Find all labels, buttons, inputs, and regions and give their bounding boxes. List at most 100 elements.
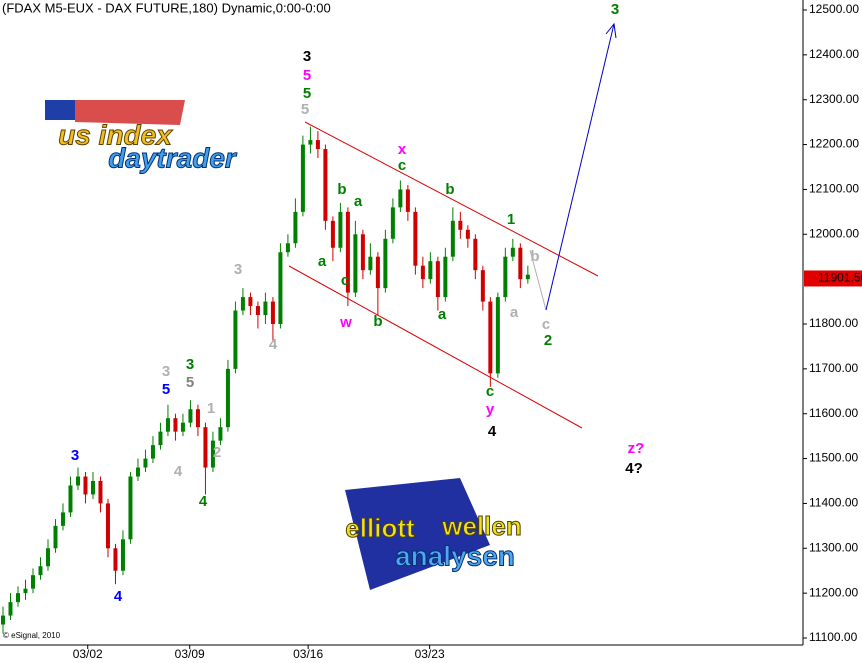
eu-flag: [345, 478, 490, 590]
candle-body: [165, 418, 170, 432]
x-tick-label: 03/23: [415, 647, 445, 661]
y-tick-label: 12200.00: [809, 137, 859, 151]
candle-body: [443, 256, 448, 298]
wave-label: a: [318, 253, 327, 270]
wave-label: 4: [199, 493, 208, 510]
candle-body: [428, 261, 433, 280]
candle-body: [278, 252, 283, 324]
channel-line: [288, 265, 583, 429]
candle-body: [38, 566, 43, 576]
candle-body: [270, 301, 275, 324]
y-tick-label: 12000.00: [809, 226, 859, 240]
y-tick-label: 11200.00: [809, 585, 858, 599]
candle-body: [330, 220, 335, 248]
candle-body: [420, 265, 425, 280]
candle-body: [23, 588, 28, 594]
candle-body: [518, 247, 523, 280]
wave-label: c: [341, 272, 349, 289]
candle-body: [308, 140, 313, 145]
candle-body: [473, 238, 478, 271]
candle-body: [195, 409, 200, 428]
candle-body: [398, 189, 403, 208]
wave-label: 4: [488, 423, 497, 440]
candle-body: [465, 229, 470, 239]
candle-body: [323, 149, 328, 221]
wave-label: 2: [544, 332, 552, 349]
candle-body: [300, 144, 305, 212]
wave-label: 1: [507, 211, 515, 228]
last-price-label: 11901.50: [818, 271, 862, 285]
wave-label: c: [398, 157, 406, 174]
projection-arrow: [545, 23, 615, 311]
candle-body: [45, 548, 50, 567]
logo-text: elliott: [345, 513, 415, 543]
x-tick-label: 03/09: [175, 647, 205, 661]
candle-body: [173, 418, 178, 432]
wave-label: 4: [269, 336, 278, 353]
candle-body: [135, 467, 140, 477]
y-tick-label: 12500.00: [809, 2, 859, 16]
wave-label: y: [486, 401, 495, 418]
wave-label: 2: [213, 444, 221, 461]
candle-body: [480, 270, 485, 302]
candle-body: [90, 481, 95, 495]
candle-body: [1, 615, 5, 625]
wave-label: 5: [303, 85, 311, 102]
wave-label: 5: [303, 67, 311, 84]
logo-text: us index: [58, 119, 173, 150]
candle-body: [285, 243, 290, 253]
candle-body: [225, 368, 230, 428]
wave-label: 5: [186, 374, 194, 391]
copyright: © eSignal, 2010: [3, 631, 61, 640]
wave-label: 5: [162, 381, 170, 398]
wave-label: b: [445, 181, 454, 198]
candle-body: [203, 427, 208, 468]
candle-body: [458, 220, 463, 230]
wave-label: 3: [303, 48, 311, 65]
candle-body: [68, 485, 73, 513]
candle-body: [360, 234, 365, 271]
arrow-head: [605, 22, 617, 39]
candle-body: [315, 140, 320, 150]
y-tick-label: 11600.00: [809, 406, 858, 420]
chart-title: (FDAX M5-EUX - DAX FUTURE,180) Dynamic,0…: [2, 0, 331, 15]
candle-body: [248, 297, 253, 307]
y-tick-label: 11500.00: [809, 451, 858, 465]
candle-body: [510, 247, 515, 257]
logo-text: analysen: [395, 540, 515, 571]
y-tick-label: 11100.00: [809, 630, 858, 644]
candle-body: [488, 301, 493, 374]
y-tick-label: 11800.00: [809, 316, 858, 330]
wave-label: a: [438, 306, 447, 323]
wave-label: b: [530, 248, 539, 265]
candle-body: [368, 256, 373, 271]
wave-label: 4: [114, 588, 123, 605]
candle-body: [98, 481, 103, 504]
wave-label: w: [339, 314, 352, 331]
wave-label: b: [373, 313, 382, 330]
x-tick-label: 03/02: [73, 647, 103, 661]
y-tick-label: 12100.00: [809, 182, 859, 196]
candle-body: [158, 431, 163, 446]
candle-body: [128, 476, 133, 540]
flag-canton: [45, 100, 75, 120]
y-tick-label: 11400.00: [809, 496, 858, 510]
candle-body: [15, 593, 20, 603]
candle-body: [105, 503, 110, 549]
candle-body: [120, 539, 125, 571]
candle-body: [405, 189, 410, 212]
y-tick-label: 12300.00: [809, 92, 859, 106]
wave-label: c: [486, 383, 494, 400]
candle-body: [83, 476, 88, 495]
candle-body: [8, 602, 13, 616]
candle-body: [113, 548, 118, 571]
wave-label: 4: [174, 463, 183, 480]
projection-line: [529, 249, 547, 311]
candle-body: [53, 525, 58, 549]
candle-body: [495, 297, 500, 374]
candle-body: [383, 238, 388, 289]
wave-label: a: [354, 193, 363, 210]
candle-body: [255, 306, 260, 316]
wave-label: z?: [628, 440, 645, 457]
